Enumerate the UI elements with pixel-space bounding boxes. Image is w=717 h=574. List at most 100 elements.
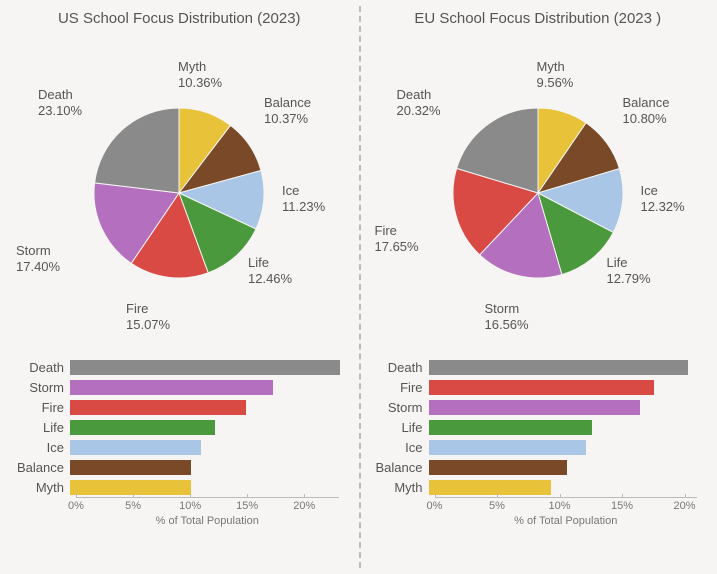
pie-label-life: Life12.79%	[607, 255, 651, 288]
pie-label-name: Life	[248, 255, 292, 271]
pie-label-balance: Balance10.80%	[623, 95, 670, 128]
pie-label-death: Death23.10%	[38, 87, 82, 120]
pie-label-name: Balance	[623, 95, 670, 111]
bar-rows: Death Fire Storm Life Ice Balance Myth	[371, 357, 698, 497]
pie-label-myth: Myth9.56%	[537, 59, 574, 92]
bar-category-label: Fire	[12, 400, 70, 415]
bar-category-label: Fire	[371, 380, 429, 395]
axis-tick-label: 0%	[427, 500, 443, 512]
bar-x-axis: 0%5%10%15%20%% of Total Population	[76, 497, 339, 525]
axis-tick-label: 20%	[673, 500, 695, 512]
panel-divider	[359, 6, 361, 568]
axis-tick-label: 10%	[179, 500, 201, 512]
axis-tick	[435, 494, 436, 498]
bar-fire	[70, 400, 246, 415]
axis-tick	[560, 494, 561, 498]
pie-label-pct: 20.32%	[397, 103, 441, 119]
pie-label-pct: 10.36%	[178, 75, 222, 91]
pie-slice-death	[95, 108, 179, 193]
axis-tick-label: 5%	[125, 500, 141, 512]
bar-life	[70, 420, 215, 435]
pie-label-pct: 16.56%	[485, 317, 529, 333]
bar-area-eu: Death Fire Storm Life Ice Balance Myth 0% 5% 10% 1…	[367, 357, 710, 525]
chart-title-eu: EU School Focus Distribution (2023 )	[367, 10, 710, 27]
pie-chart	[94, 108, 264, 278]
panel-us: US School Focus Distribution (2023) Myth…	[0, 0, 359, 574]
panel-eu: EU School Focus Distribution (2023 ) Myt…	[359, 0, 717, 574]
pie-label-name: Storm	[16, 243, 60, 259]
bar-area-us: DeathStormFireLifeIceBalanceMyth0%5%10%1…	[8, 357, 351, 525]
bar-myth	[429, 480, 551, 495]
bar-ice	[70, 440, 201, 455]
pie-label-pct: 17.65%	[375, 239, 419, 255]
axis-tick	[497, 494, 498, 498]
bar-rows: DeathStormFireLifeIceBalanceMyth	[12, 357, 339, 497]
bar-track	[70, 420, 339, 435]
bar-row-fire: Fire	[371, 377, 698, 397]
axis-tick-label: 5%	[489, 500, 505, 512]
pie-label-myth: Myth10.36%	[178, 59, 222, 92]
bar-ice	[429, 440, 587, 455]
bar-category-label: Ice	[12, 440, 70, 455]
axis-title: % of Total Population	[514, 515, 617, 527]
bar-track	[429, 440, 698, 455]
bar-category-label: Ice	[371, 440, 429, 455]
pie-label-pct: 23.10%	[38, 103, 82, 119]
bar-row-death: Death	[12, 357, 339, 377]
bar-track	[429, 380, 698, 395]
bar-balance	[429, 460, 567, 475]
pie-label-storm: Storm16.56%	[485, 301, 529, 334]
axis-tick	[247, 494, 248, 498]
axis-tick	[304, 494, 305, 498]
bar-category-label: Life	[371, 420, 429, 435]
axis-tick-label: 15%	[236, 500, 258, 512]
bar-myth	[70, 480, 191, 495]
bar-death	[70, 360, 340, 375]
pie-label-storm: Storm17.40%	[16, 243, 60, 276]
bar-category-label: Storm	[371, 400, 429, 415]
axis-tick-label: 10%	[548, 500, 570, 512]
axis-tick-label: 0%	[68, 500, 84, 512]
pie-label-name: Myth	[537, 59, 574, 75]
bar-row-death: Death	[371, 357, 698, 377]
axis-tick-label: 15%	[611, 500, 633, 512]
pie-label-death: Death20.32%	[397, 87, 441, 120]
bar-death	[429, 360, 689, 375]
bar-row-myth: Myth	[371, 477, 698, 497]
bar-x-axis: 0%5%10%15%20%% of Total Population	[435, 497, 698, 525]
pie-label-fire: Fire17.65%	[375, 223, 419, 256]
bar-track	[429, 460, 698, 475]
pie-label-pct: 9.56%	[537, 75, 574, 91]
pie-label-balance: Balance10.37%	[264, 95, 311, 128]
bar-track	[70, 440, 339, 455]
bar-balance	[70, 460, 191, 475]
axis-tick	[622, 494, 623, 498]
bar-category-label: Death	[12, 360, 70, 375]
axis-tick	[685, 494, 686, 498]
bar-track	[429, 400, 698, 415]
bar-row-ice: Ice	[12, 437, 339, 457]
bar-category-label: Life	[12, 420, 70, 435]
pie-label-pct: 10.37%	[264, 111, 311, 127]
bar-category-label: Myth	[371, 480, 429, 495]
pie-label-ice: Ice12.32%	[641, 183, 685, 216]
bar-track	[429, 420, 698, 435]
bar-track	[429, 480, 698, 495]
pie-area-us: Myth10.36%Balance10.37%Ice11.23%Life12.4…	[8, 33, 351, 353]
chart-title-us: US School Focus Distribution (2023)	[8, 10, 351, 27]
bar-storm	[70, 380, 273, 395]
pie-label-name: Ice	[641, 183, 685, 199]
bar-row-life: Life	[12, 417, 339, 437]
bar-category-label: Balance	[371, 460, 429, 475]
bar-row-balance: Balance	[371, 457, 698, 477]
axis-title: % of Total Population	[156, 515, 259, 527]
bar-category-label: Balance	[12, 460, 70, 475]
bar-track	[70, 460, 339, 475]
bar-track	[70, 380, 339, 395]
bar-track	[429, 360, 698, 375]
pie-label-pct: 12.32%	[641, 199, 685, 215]
pie-label-name: Balance	[264, 95, 311, 111]
pie-label-name: Fire	[375, 223, 419, 239]
bar-row-fire: Fire	[12, 397, 339, 417]
bar-storm	[429, 400, 641, 415]
